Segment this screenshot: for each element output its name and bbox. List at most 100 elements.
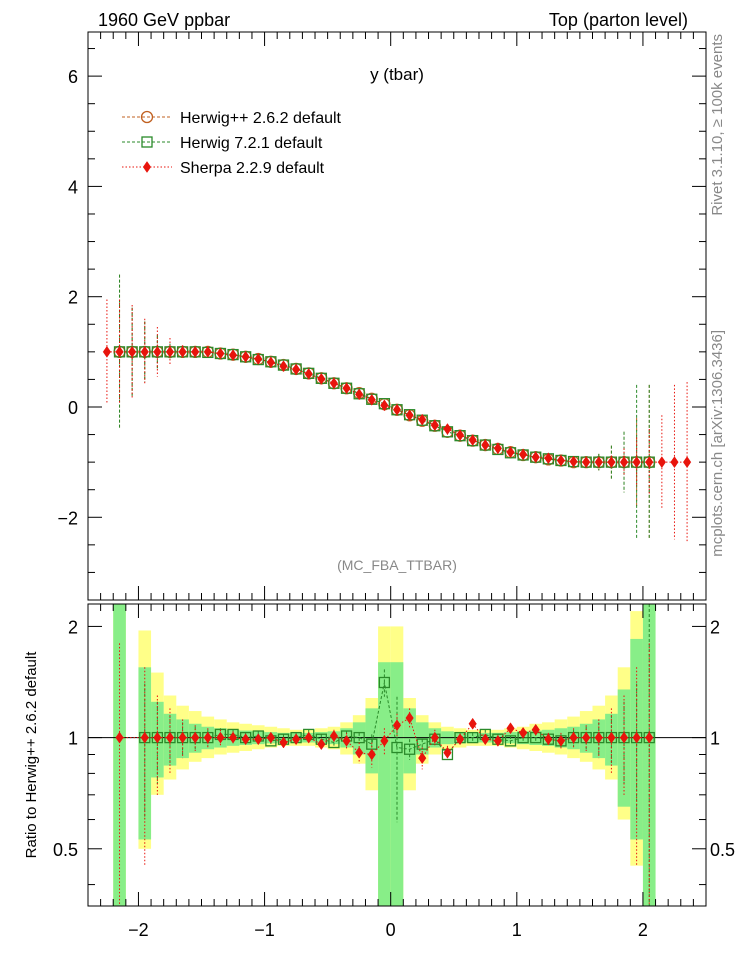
legend-marker xyxy=(141,136,153,148)
data-point xyxy=(317,372,326,385)
ratio-point xyxy=(443,746,452,759)
ratio-point xyxy=(342,734,351,747)
ratio-point xyxy=(632,731,641,744)
ratio-point xyxy=(645,731,654,744)
data-point xyxy=(544,452,553,465)
ratio-point xyxy=(619,731,629,744)
ratio-point xyxy=(367,748,376,761)
ratio-point xyxy=(140,731,149,744)
data-point xyxy=(481,439,490,451)
data-point xyxy=(582,456,591,469)
data-point xyxy=(241,350,250,363)
data-point xyxy=(392,403,402,416)
legend: Herwig++ 2.6.2 default Herwig 7.2.1 defau… xyxy=(122,110,342,177)
ratio-point xyxy=(418,752,427,765)
data-point xyxy=(266,356,275,369)
data-point xyxy=(115,345,124,358)
x-tick-label: 2 xyxy=(638,920,648,940)
data-point xyxy=(216,347,225,360)
data-point xyxy=(140,345,149,358)
ratio-point xyxy=(556,734,566,747)
ratio-point xyxy=(228,731,238,744)
legend-marker xyxy=(140,110,154,124)
band-green xyxy=(138,667,152,840)
data-point xyxy=(556,454,566,467)
ratio-point xyxy=(153,731,162,744)
ratio-panel: Ratio to Herwig++ 2.6.2 default xyxy=(23,603,707,907)
ratio-point xyxy=(468,717,477,730)
ratio-y-tick-label: 1 xyxy=(68,729,78,749)
ratio-point xyxy=(392,719,402,732)
ratio-point xyxy=(403,743,416,755)
data-point xyxy=(203,345,212,358)
ratio-point xyxy=(165,731,175,744)
ratio-point xyxy=(291,733,301,746)
series-line xyxy=(106,351,688,463)
data-point xyxy=(329,377,339,390)
ratio-point xyxy=(405,712,414,724)
data-point xyxy=(178,345,187,358)
legend-label: Herwig++ 2.6.2 default xyxy=(180,110,342,127)
data-point xyxy=(228,349,238,362)
ratio-y-tick-label-right: 0.5 xyxy=(710,840,735,860)
data-point xyxy=(279,360,288,373)
legend-label: Sherpa 2.2.9 default xyxy=(180,160,325,177)
legend-label: Herwig 7.2.1 default xyxy=(180,135,323,152)
ratio-point xyxy=(355,746,364,759)
data-point xyxy=(355,388,364,401)
uncertainty-bands xyxy=(113,604,656,906)
ratio-point xyxy=(519,726,528,739)
ratio-point xyxy=(481,733,490,746)
data-point xyxy=(304,367,313,380)
x-tick-label: 0 xyxy=(386,920,396,940)
ratio-point xyxy=(216,731,225,744)
ratio-point xyxy=(569,731,578,744)
ratio-point xyxy=(279,736,288,749)
band-green xyxy=(378,662,391,906)
ratio-point xyxy=(582,731,591,744)
ratio-point xyxy=(304,731,313,744)
data-point xyxy=(165,345,175,358)
ratio-y-tick-label: 2 xyxy=(68,617,78,637)
data-point xyxy=(645,456,654,469)
y-tick-label: 2 xyxy=(68,288,78,308)
main-frame xyxy=(87,31,707,601)
main-panel: y (tbar) (MC_FBA_TTBAR) Herwig++ 2.6.2 d… xyxy=(87,31,707,601)
data-point xyxy=(506,446,515,459)
x-tick-label: −2 xyxy=(128,920,149,940)
ratio-point xyxy=(203,731,212,744)
band-green xyxy=(113,604,126,906)
ratio-y-tick-label-right: 1 xyxy=(710,729,720,749)
data-point xyxy=(682,456,692,469)
ratio-series-1 xyxy=(115,643,654,906)
watermark: (MC_FBA_TTBAR) xyxy=(337,557,457,573)
x-tick-label: 1 xyxy=(512,920,522,940)
ratio-point xyxy=(467,731,479,744)
data-point xyxy=(380,399,389,412)
data-point xyxy=(519,448,528,461)
ratio-point xyxy=(254,733,263,746)
ratio-point xyxy=(115,731,124,744)
data-point xyxy=(405,409,414,422)
ratio-point xyxy=(455,733,465,746)
ratio-y-tick-label: 0.5 xyxy=(53,840,78,860)
data-point xyxy=(657,456,666,469)
data-point xyxy=(102,345,112,358)
ratio-point xyxy=(607,731,616,744)
ratio-point xyxy=(430,731,439,744)
series-2 xyxy=(102,299,692,543)
data-point xyxy=(342,382,351,395)
ratio-ylabel: Ratio to Herwig++ 2.6.2 default xyxy=(23,651,40,859)
data-point xyxy=(632,456,641,469)
data-point xyxy=(153,345,162,358)
ratio-point xyxy=(266,731,275,744)
header-left: 1960 GeV ppbar xyxy=(98,10,230,30)
data-point xyxy=(569,455,578,468)
data-point xyxy=(594,456,603,469)
data-point xyxy=(254,353,263,365)
y-tick-label: 0 xyxy=(68,398,78,418)
rivet-label: Rivet 3.1.10, ≥ 100k events xyxy=(709,34,726,216)
y-tick-label: 4 xyxy=(68,177,78,197)
data-point xyxy=(455,429,465,442)
